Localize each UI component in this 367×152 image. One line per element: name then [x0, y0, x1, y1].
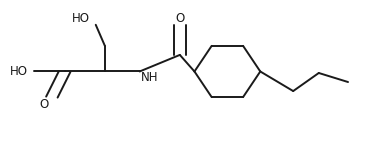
Text: NH: NH [141, 71, 159, 84]
Text: O: O [175, 12, 185, 25]
Text: HO: HO [72, 12, 90, 25]
Text: O: O [39, 98, 48, 111]
Text: HO: HO [10, 65, 28, 78]
